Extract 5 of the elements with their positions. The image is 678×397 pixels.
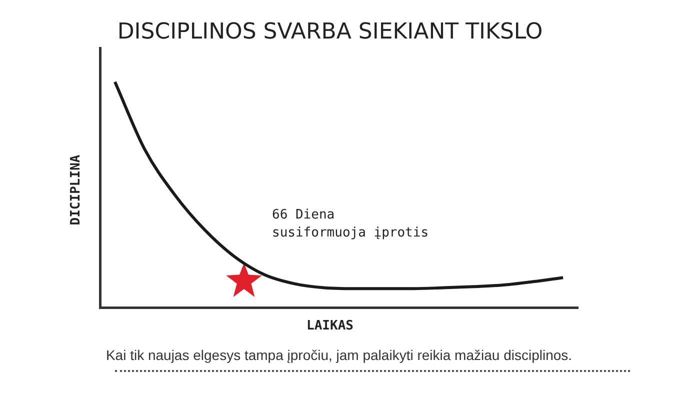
- annotation: 66 Diena susiformuoja įprotis: [272, 207, 429, 240]
- y-axis-title: DICIPLINA: [68, 154, 84, 226]
- chart-title: DISCIPLINOS SVARBA SIEKIANT TIKSLO: [117, 20, 543, 45]
- x-axis-title: LAIKAS: [306, 318, 354, 334]
- text: Kai tik naujas elgesys tampa įpročiu, jam palaikyti reikia mažiau disciplinos.: [106, 346, 572, 363]
